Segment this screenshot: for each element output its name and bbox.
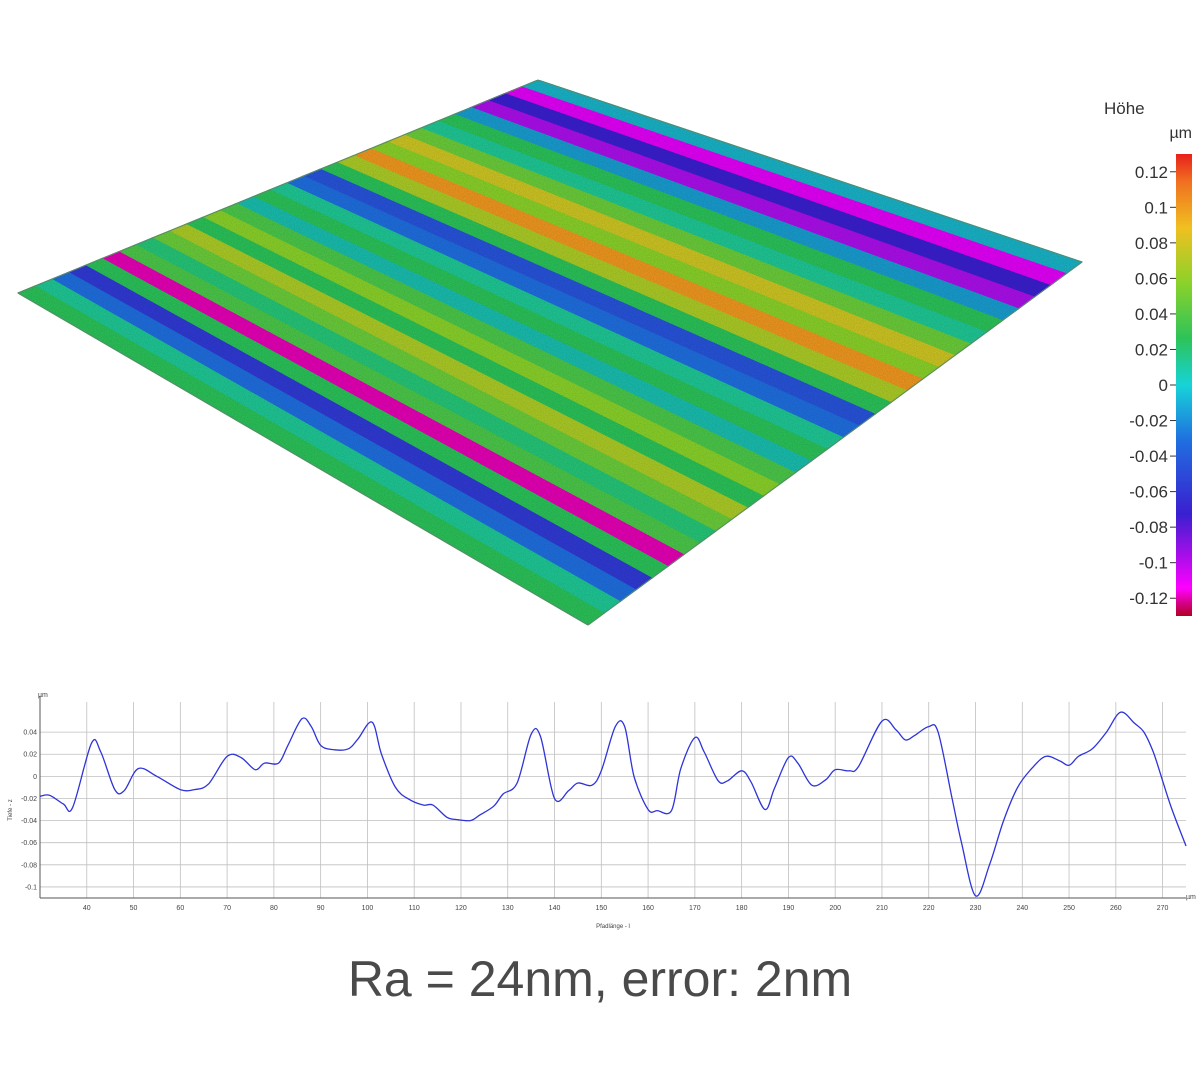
x-tick-label: 70 bbox=[223, 905, 231, 912]
roughness-caption: Ra = 24nm, error: 2nm bbox=[347, 951, 853, 1007]
x-tick-label: 170 bbox=[689, 905, 701, 912]
colorbar-tick-label: -0.08 bbox=[1129, 518, 1168, 537]
colorbar-tick-label: -0.02 bbox=[1129, 412, 1168, 431]
y-tick-label: 0.02 bbox=[23, 752, 37, 759]
colorbar-tick-label: 0.12 bbox=[1135, 163, 1168, 182]
colorbar-gradient bbox=[1176, 154, 1192, 616]
y-tick-labels: 0.04 0.02 0 -0.02 -0.04 -0.06 -0.08 -0.1 bbox=[21, 730, 37, 892]
x-axis-label: Pfadlänge - l bbox=[596, 924, 630, 930]
y-tick-label: -0.06 bbox=[21, 840, 37, 847]
colorbar-tick-label: -0.06 bbox=[1129, 483, 1168, 502]
x-tick-label: 270 bbox=[1157, 905, 1169, 912]
x-tick-label: 40 bbox=[83, 905, 91, 912]
colorbar-tick-label: 0 bbox=[1159, 376, 1168, 395]
x-tick-label: 240 bbox=[1016, 905, 1028, 912]
surface-3d-plot bbox=[16, 79, 1084, 626]
profile-series-line bbox=[39, 711, 1187, 897]
colorbar-tick-label: 0.02 bbox=[1135, 340, 1168, 359]
y-tick-label: -0.02 bbox=[21, 796, 37, 803]
surface-bands bbox=[16, 79, 1084, 626]
x-tick-label: 180 bbox=[736, 905, 748, 912]
x-tick-label: 250 bbox=[1063, 905, 1075, 912]
y-tick-label: -0.1 bbox=[25, 884, 37, 891]
colorbar: Höhe µm 0.12 0.1 0.08 0.06 0.04 0.02 0 -0.02 -0.… bbox=[1104, 99, 1192, 616]
colorbar-tick-label: -0.12 bbox=[1129, 589, 1168, 608]
colorbar-tick-label: 0.1 bbox=[1144, 198, 1168, 217]
surface-outline bbox=[16, 79, 1084, 626]
x-unit-label: µm bbox=[1186, 894, 1196, 901]
colorbar-tick-label: 0.06 bbox=[1135, 269, 1168, 288]
colorbar-tick-label: 0.04 bbox=[1135, 305, 1168, 324]
y-axis-label: Tiefe - z bbox=[8, 799, 14, 820]
x-tick-label: 160 bbox=[642, 905, 654, 912]
chart-axes bbox=[39, 696, 1186, 899]
colorbar-tick-label: -0.1 bbox=[1139, 554, 1168, 573]
y-unit-label: µm bbox=[38, 692, 48, 699]
x-tick-label: 230 bbox=[970, 905, 982, 912]
colorbar-ticks: 0.12 0.1 0.08 0.06 0.04 0.02 0 -0.02 -0.04 -0.06 -… bbox=[1129, 163, 1176, 608]
x-tick-label: 120 bbox=[455, 905, 467, 912]
y-tick-label: -0.08 bbox=[21, 862, 37, 869]
colorbar-tick-label: 0.08 bbox=[1135, 234, 1168, 253]
colorbar-unit: µm bbox=[1169, 125, 1192, 142]
x-tick-label: 130 bbox=[502, 905, 514, 912]
x-tick-label: 260 bbox=[1110, 905, 1122, 912]
x-tick-label: 80 bbox=[270, 905, 278, 912]
x-tick-label: 50 bbox=[130, 905, 138, 912]
x-tick-label: 190 bbox=[783, 905, 795, 912]
y-tick-label: 0.04 bbox=[23, 730, 37, 737]
x-tick-label: 150 bbox=[595, 905, 607, 912]
y-tick-label: 0 bbox=[33, 774, 37, 781]
x-tick-label: 110 bbox=[409, 905, 420, 912]
colorbar-title: Höhe bbox=[1104, 99, 1145, 118]
x-tick-label: 100 bbox=[362, 905, 374, 912]
x-tick-label: 210 bbox=[876, 905, 888, 912]
profile-line-chart: 0.04 0.02 0 -0.02 -0.04 -0.06 -0.08 -0.1 40 50 60… bbox=[8, 692, 1196, 930]
x-tick-label: 200 bbox=[829, 905, 841, 912]
x-tick-label: 140 bbox=[549, 905, 561, 912]
x-tick-label: 60 bbox=[176, 905, 184, 912]
x-tick-label: 90 bbox=[317, 905, 325, 912]
y-tick-label: -0.04 bbox=[21, 818, 37, 825]
x-tick-labels: 40 50 60 70 80 90 100 110 120 130 140 150 160 170 180 1… bbox=[83, 905, 1169, 912]
x-tick-label: 220 bbox=[923, 905, 935, 912]
colorbar-tick-label: -0.04 bbox=[1129, 447, 1168, 466]
